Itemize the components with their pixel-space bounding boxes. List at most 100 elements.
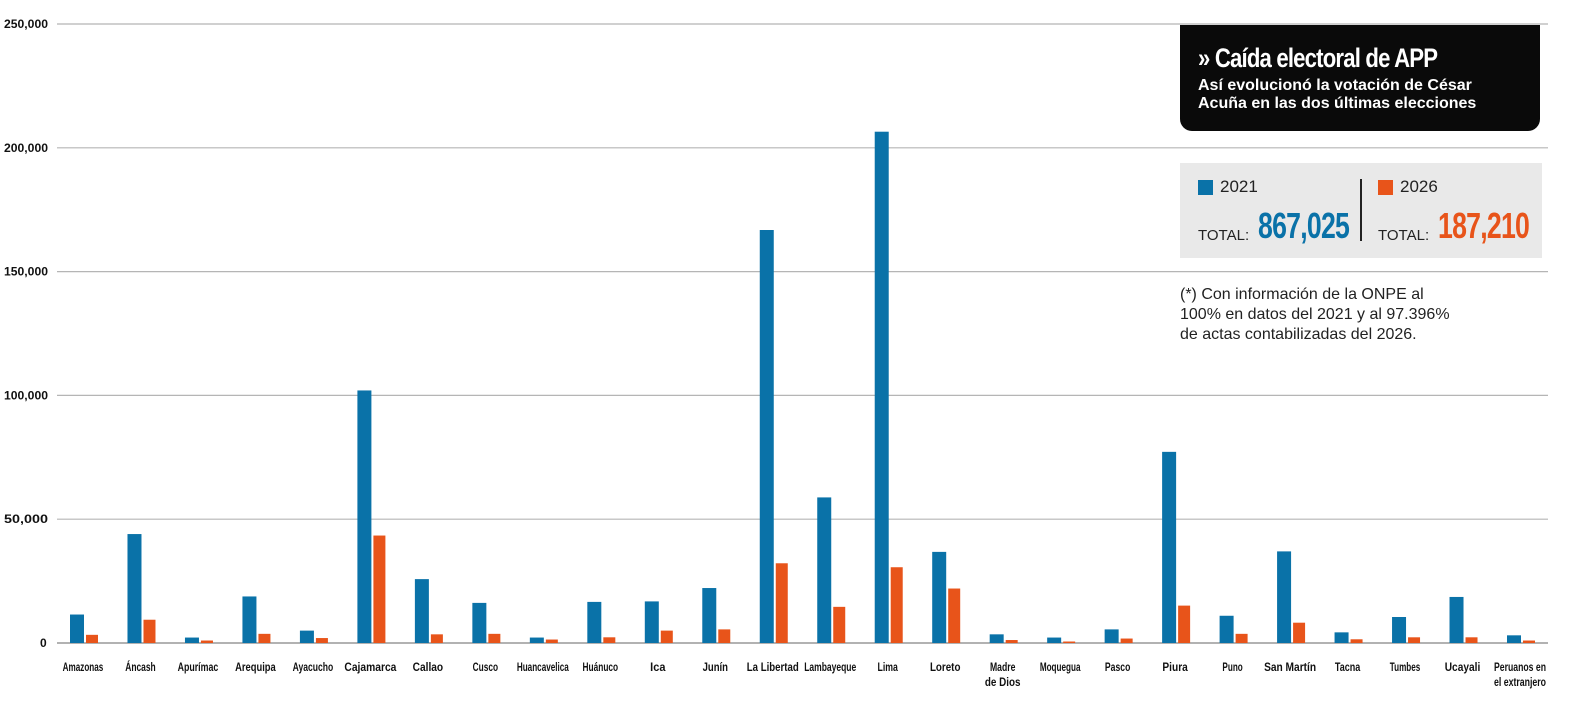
source-note-line2: 100% en datos del 2021 y al 97.396% bbox=[1180, 306, 1450, 323]
bar-2021 bbox=[472, 602, 487, 643]
bar-2021 bbox=[874, 131, 889, 643]
chart-title: » Caída electoral de APP bbox=[1198, 43, 1438, 73]
legend-swatch-2026 bbox=[1378, 180, 1393, 195]
bar-2026 bbox=[1408, 637, 1421, 643]
bar-2026 bbox=[1465, 637, 1478, 643]
x-category-label: Puno bbox=[1222, 660, 1242, 674]
bar-2026 bbox=[545, 639, 558, 643]
x-category-label: el extranjero bbox=[1494, 675, 1546, 689]
x-category-label: La Libertad bbox=[747, 660, 799, 674]
bar-2026 bbox=[1523, 640, 1535, 643]
bar-2026 bbox=[200, 640, 213, 643]
x-category-label: Callao bbox=[413, 660, 444, 674]
bar-2026 bbox=[1293, 622, 1306, 643]
bar-2026 bbox=[1350, 639, 1363, 643]
bar-2026 bbox=[1178, 605, 1191, 643]
x-category-label: Junín bbox=[703, 660, 728, 674]
bar-2026 bbox=[258, 633, 271, 643]
x-category-label: Ayacucho bbox=[293, 660, 334, 674]
x-category-label: San Martín bbox=[1264, 660, 1316, 674]
x-category-label: Pasco bbox=[1105, 660, 1130, 674]
x-category-label: Huánuco bbox=[583, 660, 619, 674]
y-tick-label: 150,000 bbox=[4, 265, 48, 279]
bar-2026 bbox=[1063, 641, 1076, 643]
y-tick-label: 100,000 bbox=[4, 388, 48, 402]
x-category-label: Cajamarca bbox=[344, 660, 396, 674]
legend: 2021 TOTAL: 867,025 2026 TOTAL: 187,210 bbox=[1180, 163, 1542, 258]
bar-2026 bbox=[603, 637, 616, 643]
bar-2021 bbox=[644, 601, 659, 643]
bar-2021 bbox=[299, 630, 314, 643]
x-category-label: Cusco bbox=[473, 660, 498, 674]
bar-2021 bbox=[932, 551, 947, 643]
x-category-label: Moquegua bbox=[1040, 660, 1081, 674]
x-category-label: Lima bbox=[878, 660, 899, 674]
legend-swatch-2021 bbox=[1198, 180, 1213, 195]
source-note: (*) Con información de la ONPE al 100% e… bbox=[1180, 285, 1520, 345]
y-tick-label: 0 bbox=[40, 636, 47, 650]
bar-2026 bbox=[1235, 633, 1248, 643]
bar-2026 bbox=[833, 606, 846, 643]
y-tick-label: 250,000 bbox=[4, 17, 48, 31]
legend-label-2026: 2026 bbox=[1400, 177, 1438, 196]
legend-divider bbox=[1360, 179, 1362, 241]
legend-total-2021: 867,025 bbox=[1258, 205, 1350, 246]
bar-2021 bbox=[587, 601, 602, 643]
bar-2021 bbox=[1392, 617, 1407, 643]
chart-title-box: » Caída electoral de APP Así evolucionó … bbox=[1180, 25, 1540, 131]
bar-2021 bbox=[817, 497, 832, 643]
legend-total-label-2026: TOTAL: bbox=[1378, 227, 1430, 244]
chart-subtitle-line1: Así evolucionó la votación de César bbox=[1198, 77, 1472, 94]
x-category-label: Tumbes bbox=[1390, 660, 1421, 674]
source-note-line1: (*) Con información de la ONPE al bbox=[1180, 286, 1424, 303]
bar-2026 bbox=[775, 563, 788, 643]
y-axis-tick-labels: 0 50,000 100,000 150,000 200,000 250,000 bbox=[4, 17, 48, 650]
source-note-line3: de actas contabilizadas del 2026. bbox=[1180, 326, 1417, 343]
legend-total-2026: 187,210 bbox=[1438, 205, 1530, 246]
x-category-label: Ucayali bbox=[1445, 660, 1481, 674]
bar-2021 bbox=[1219, 615, 1234, 643]
bar-2021 bbox=[1449, 596, 1464, 643]
x-category-label: Tacna bbox=[1335, 660, 1361, 674]
bar-2026 bbox=[660, 630, 673, 643]
bar-2021 bbox=[1277, 551, 1292, 643]
bar-2021 bbox=[357, 390, 372, 643]
bar-2021 bbox=[1334, 632, 1349, 643]
x-category-label: Apurímac bbox=[178, 660, 219, 674]
bar-2026 bbox=[143, 619, 156, 643]
bar-2026 bbox=[430, 634, 443, 643]
bar-2021 bbox=[1047, 637, 1062, 643]
legend-total-label-2021: TOTAL: bbox=[1198, 227, 1250, 244]
bar-2021 bbox=[702, 588, 717, 643]
y-tick-label: 200,000 bbox=[4, 141, 48, 155]
x-axis-category-labels: Amazonas Áncash Apurímac Arequipa Ayacucho Ca… bbox=[63, 659, 1546, 689]
bar-2021 bbox=[414, 579, 429, 643]
bar-2021 bbox=[184, 637, 199, 643]
x-category-label: Huancavelica bbox=[517, 660, 569, 674]
bar-2026 bbox=[315, 638, 328, 643]
bar-2026 bbox=[1120, 638, 1133, 643]
bar-2021 bbox=[989, 634, 1004, 643]
bar-2026 bbox=[890, 567, 903, 643]
x-category-label: de Dios bbox=[985, 675, 1021, 689]
bar-2021 bbox=[1104, 629, 1119, 643]
bar-2021 bbox=[70, 614, 84, 643]
bar-2026 bbox=[488, 633, 501, 643]
legend-label-2021: 2021 bbox=[1220, 177, 1258, 196]
x-category-label: Loreto bbox=[930, 660, 961, 674]
x-category-label: Peruanos en bbox=[1494, 660, 1546, 674]
bar-2021 bbox=[1162, 451, 1177, 643]
bar-2026 bbox=[1005, 640, 1018, 643]
bar-2026 bbox=[373, 535, 386, 643]
bar-2021 bbox=[759, 230, 774, 643]
bars bbox=[70, 131, 1535, 643]
x-category-label: Piura bbox=[1162, 660, 1188, 674]
x-category-label: Ica bbox=[650, 660, 666, 674]
y-tick-label: 50,000 bbox=[4, 512, 48, 526]
x-category-label: Áncash bbox=[125, 659, 156, 674]
x-category-label: Lambayeque bbox=[804, 660, 856, 674]
bar-2021 bbox=[1507, 635, 1521, 643]
bar-2021 bbox=[242, 596, 257, 643]
bar-2026 bbox=[948, 588, 961, 643]
